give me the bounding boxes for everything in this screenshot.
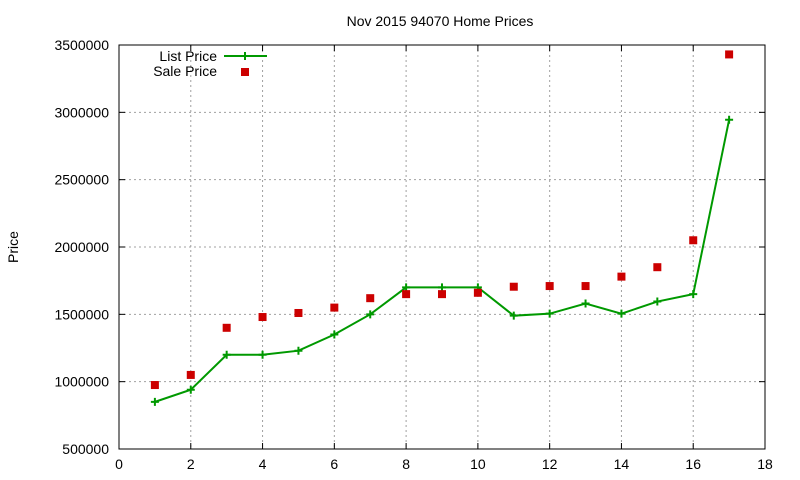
sale-price-point [545, 282, 554, 291]
list-price-point [725, 115, 734, 124]
sale-price-point [581, 282, 590, 291]
legend-label-list-price: List Price [159, 48, 217, 64]
legend-marker-list-price [241, 52, 249, 60]
y-tick-label: 3000000 [54, 104, 109, 120]
sale-price-point [366, 294, 375, 303]
x-tick-label: 16 [685, 456, 701, 472]
sale-price-point [186, 370, 195, 379]
list-price-point [258, 350, 267, 359]
list-price-point [509, 311, 518, 320]
list-price-point [186, 385, 195, 394]
list-price-point [438, 283, 446, 292]
list-price-point [330, 330, 339, 339]
x-tick-label: 4 [259, 456, 267, 472]
plot-frame [118, 44, 766, 450]
list-price-point [653, 297, 662, 306]
sale-price-point [653, 263, 662, 272]
sale-price-point [222, 323, 231, 332]
list-price-line [154, 119, 731, 403]
x-tick-label: 10 [470, 456, 486, 472]
list-price-point [366, 310, 375, 319]
list-price-point [150, 397, 159, 406]
x-tick-label: 18 [757, 456, 773, 472]
x-tick-label: 14 [614, 456, 630, 472]
sale-price-point [725, 50, 734, 59]
sale-price-point [294, 308, 303, 317]
sale-price-point [473, 288, 482, 297]
sale-price-point [150, 381, 159, 390]
sale-price-point [402, 290, 411, 299]
legend-marker-sale-price [241, 68, 249, 76]
y-tick-label: 500000 [62, 441, 109, 457]
list-price-point [402, 283, 411, 292]
y-tick-label: 3500000 [54, 37, 109, 53]
list-price-point [294, 346, 303, 355]
series [150, 50, 734, 406]
x-tick-label: 2 [187, 456, 195, 472]
sale-price-point [689, 236, 698, 245]
x-tick-label: 0 [115, 456, 123, 472]
y-axis-label: Price [5, 231, 21, 263]
list-price-point [689, 290, 698, 299]
legend: List Price Sale Price [153, 48, 267, 79]
x-tick-label: 12 [542, 456, 558, 472]
list-price-point [222, 350, 231, 359]
y-tick-label: 2500000 [54, 172, 109, 188]
chart-title: Nov 2015 94070 Home Prices [347, 13, 534, 29]
y-tick-label: 1000000 [54, 374, 109, 390]
sale-price-point [330, 303, 339, 312]
sale-price-point [509, 282, 518, 291]
list-price-point [581, 299, 590, 308]
list-price-point [545, 309, 554, 318]
tick-labels: 0 2 4 6 8 10 12 14 16 18 500000 1000000 1500000 20000… [54, 37, 773, 472]
y-tick-label: 1500000 [54, 306, 109, 322]
legend-label-sale-price: Sale Price [153, 63, 217, 79]
sale-price-point [438, 290, 446, 299]
x-tick-label: 6 [330, 456, 338, 472]
grid [119, 45, 765, 449]
x-tick-label: 8 [402, 456, 410, 472]
y-tick-label: 2000000 [54, 239, 109, 255]
list-price-point [617, 309, 626, 318]
sale-price-point [258, 313, 267, 322]
sale-price-point [617, 272, 626, 281]
